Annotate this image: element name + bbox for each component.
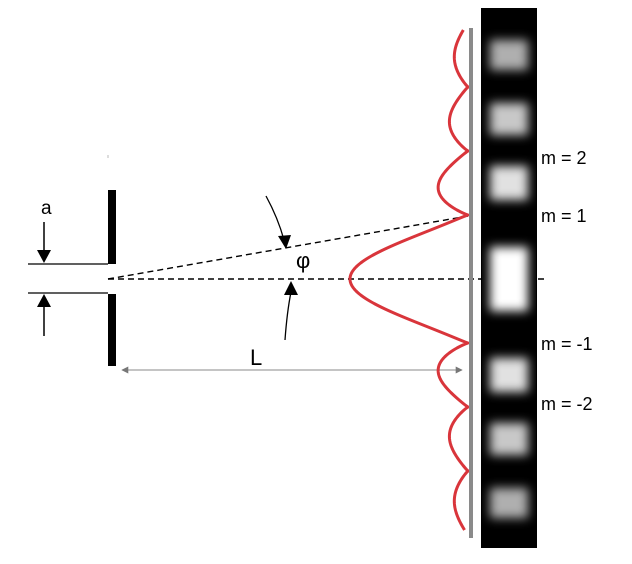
order-label-m-2: m = 2 [541, 148, 587, 168]
angle-arc-lower [284, 291, 292, 341]
angle-label: φ [296, 248, 310, 273]
distance-indicator: L [121, 345, 463, 374]
fringe-pattern [481, 8, 537, 548]
fringe-band [490, 103, 528, 135]
fringe-band [490, 166, 528, 200]
fringe-band [490, 423, 528, 455]
fringe-band [490, 488, 528, 518]
slit-arrow-top-head [37, 250, 51, 263]
angle-arc-upper [265, 195, 285, 241]
first-minimum-ray [107, 215, 469, 280]
order-label-m-1: m = 1 [541, 206, 587, 226]
intensity-curve [348, 29, 470, 531]
barrier-upper [108, 190, 116, 264]
fringe-band [490, 40, 528, 70]
slit-arrow-bottom-head [37, 294, 51, 307]
angle-arrow-upper-head [278, 235, 291, 249]
angle-indicator: φ [265, 195, 310, 341]
slit-barrier [107, 155, 116, 366]
order-label-m-minus-2: m = -2 [541, 394, 593, 414]
observation-screen [469, 28, 473, 538]
angle-arrow-lower-head [284, 281, 298, 295]
fringe-band [490, 358, 528, 392]
order-label-m-minus-1: m = -1 [541, 334, 593, 354]
slit-width-label: a [41, 198, 52, 219]
distance-label: L [250, 345, 262, 370]
slit-width-indicator: a [28, 198, 108, 336]
fringe-band [490, 247, 528, 311]
barrier-lower [108, 294, 116, 366]
